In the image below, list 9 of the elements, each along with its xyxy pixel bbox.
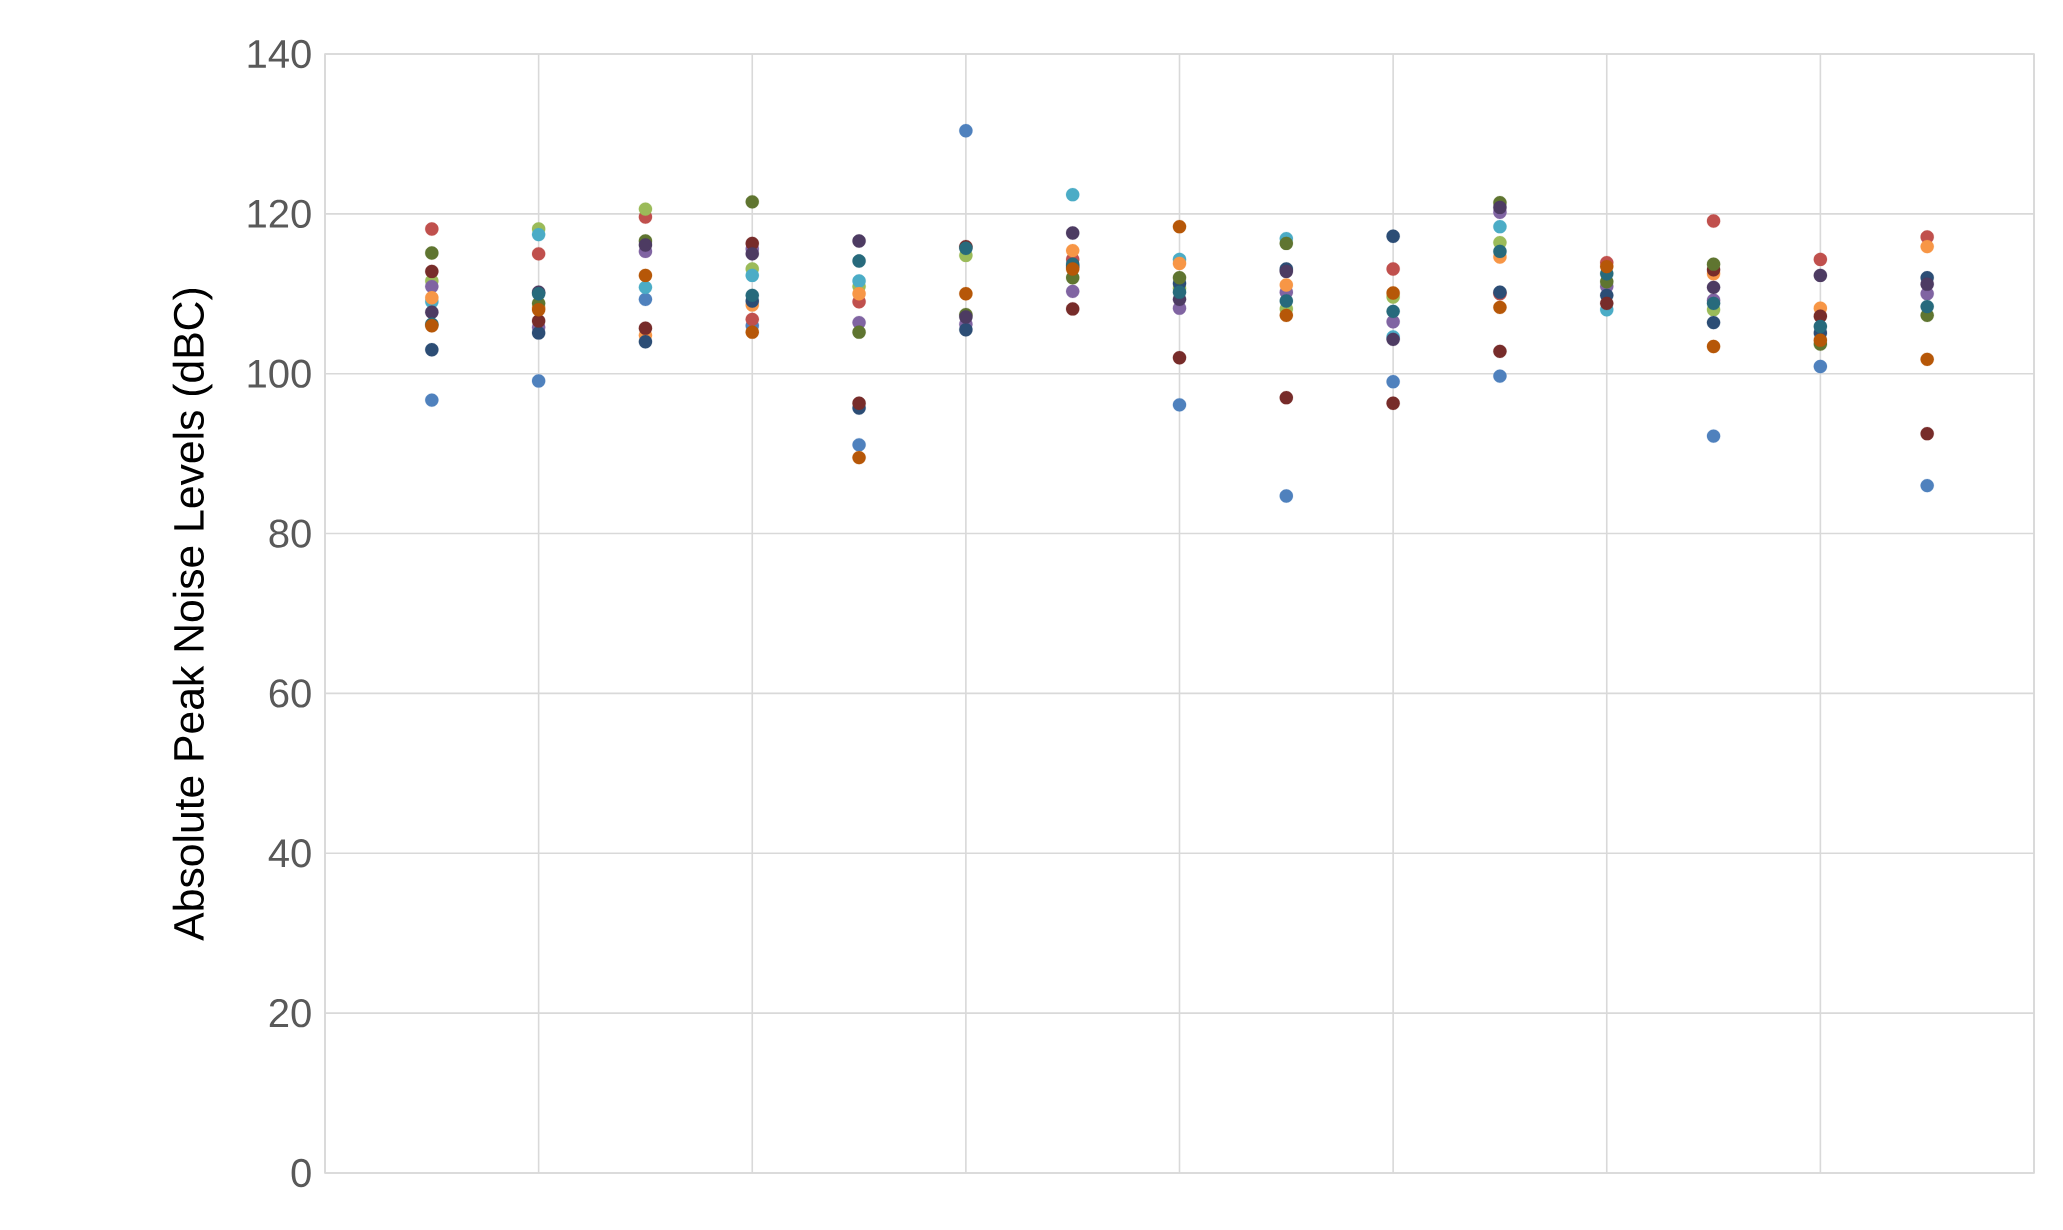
y-tick-label: 40 — [268, 839, 311, 868]
y-tick-label: 140 — [248, 39, 311, 69]
y-tick-label: 120 — [248, 199, 311, 229]
y-axis-title: Absolute Peak Noise Levels (dBC) — [172, 288, 213, 941]
y-tick-label: 20 — [269, 998, 311, 1028]
y-tick-label: 80 — [269, 519, 311, 548]
y-tick-label: 100 — [248, 359, 311, 388]
y-tick-label: 60 — [269, 679, 311, 708]
y-tick-label: 0 — [291, 1158, 311, 1188]
